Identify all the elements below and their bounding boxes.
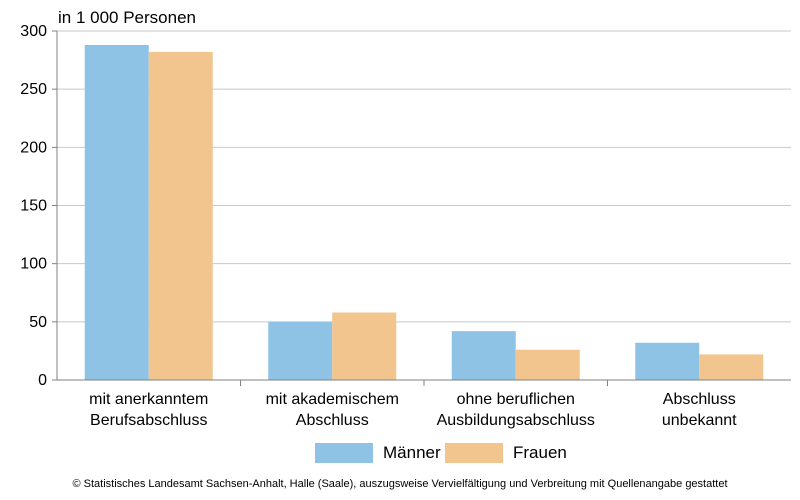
legend: Männer Frauen — [0, 441, 800, 465]
axes — [52, 30, 791, 386]
legend-label-frauen: Frauen — [513, 443, 567, 462]
unit-label: in 1 000 Personen — [58, 8, 196, 27]
legend-item-frauen: Frauen — [445, 441, 567, 465]
bar-maenner-1 — [268, 321, 333, 380]
legend-item-maenner: Männer — [315, 441, 441, 465]
y-tick-label: 0 — [38, 372, 47, 389]
copyright-footer: © Statistisches Landesamt Sachsen-Anhalt… — [72, 478, 728, 490]
legend-swatch-frauen — [445, 443, 503, 463]
legend-swatch-maenner — [315, 443, 373, 463]
bar-maenner-0 — [84, 44, 149, 381]
y-tick-labels: 0 50 100 150 200 250 300 — [20, 23, 47, 389]
x-category-label-line: Abschluss — [296, 412, 369, 429]
bar-frauen-0 — [148, 51, 213, 380]
bar-maenner-3 — [635, 342, 700, 380]
bars — [84, 44, 764, 381]
y-tick-label: 150 — [20, 198, 47, 215]
bar-chart: 0 50 100 150 200 250 300 mit anerkanntem Berufs… — [20, 23, 791, 429]
x-category-label: mit anerkanntem Berufsabschluss — [89, 391, 208, 429]
x-category-label-line: mit anerkanntem — [89, 391, 208, 408]
legend-label-maenner: Männer — [383, 443, 441, 462]
y-tick-label: 100 — [20, 256, 47, 273]
x-category-label-line: Abschluss — [663, 391, 736, 408]
bar-frauen-1 — [332, 312, 397, 380]
x-category-label: ohne beruflichen Ausbildungsabschluss — [437, 391, 595, 429]
y-tick-label: 200 — [20, 139, 47, 156]
y-tick-label: 250 — [20, 81, 47, 98]
x-category-label: mit akademischem Abschluss — [266, 391, 399, 429]
bar-frauen-3 — [699, 354, 764, 380]
x-category-label-line: unbekannt — [662, 412, 737, 429]
y-tick-label: 300 — [20, 23, 47, 40]
x-category-label: Abschluss unbekannt — [662, 391, 737, 429]
x-category-labels: mit anerkanntem Berufsabschluss mit akadem… — [89, 391, 737, 429]
x-category-label-line: ohne beruflichen — [457, 391, 575, 408]
y-tick-label: 50 — [29, 314, 47, 331]
x-category-label-line: mit akademischem — [266, 391, 399, 408]
bar-maenner-2 — [451, 331, 516, 380]
x-category-label-line: Ausbildungsabschluss — [437, 412, 595, 429]
bar-frauen-2 — [515, 349, 580, 380]
x-category-label-line: Berufsabschluss — [90, 412, 207, 429]
